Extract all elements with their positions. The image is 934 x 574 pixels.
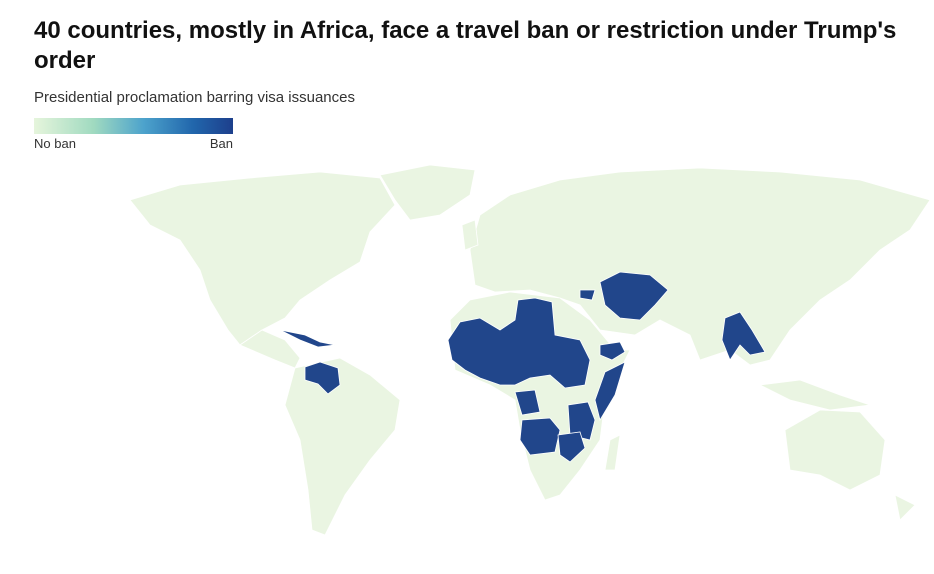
- legend: No ban Ban: [34, 118, 233, 151]
- land: [604, 434, 621, 471]
- banned-country: [594, 361, 626, 422]
- land: [284, 357, 401, 536]
- banned-country: [721, 311, 766, 361]
- banned-country: [514, 389, 541, 416]
- title: 40 countries, mostly in Africa, face a t…: [34, 17, 897, 74]
- land: [894, 494, 916, 521]
- banned-country: [599, 341, 626, 361]
- land: [469, 167, 931, 366]
- land: [379, 164, 476, 221]
- legend-high-label: Ban: [209, 136, 233, 151]
- land: [784, 409, 886, 491]
- banned-country: [447, 297, 591, 389]
- banned-country: [304, 361, 341, 395]
- banned-country: [519, 417, 561, 456]
- banned-country: [279, 329, 336, 348]
- banned-country: [579, 289, 596, 301]
- legend-labels: No ban Ban: [34, 136, 233, 151]
- banned-country: [599, 271, 669, 321]
- subtitle: Presidential proclamation barring visa i…: [34, 89, 355, 106]
- legend-gradient: [34, 118, 233, 134]
- land: [129, 171, 396, 346]
- banned-country: [557, 431, 586, 463]
- legend-low-label: No ban: [34, 136, 76, 151]
- land: [239, 329, 301, 369]
- banned-country: [567, 401, 596, 441]
- land: [461, 219, 479, 251]
- land: [758, 379, 871, 411]
